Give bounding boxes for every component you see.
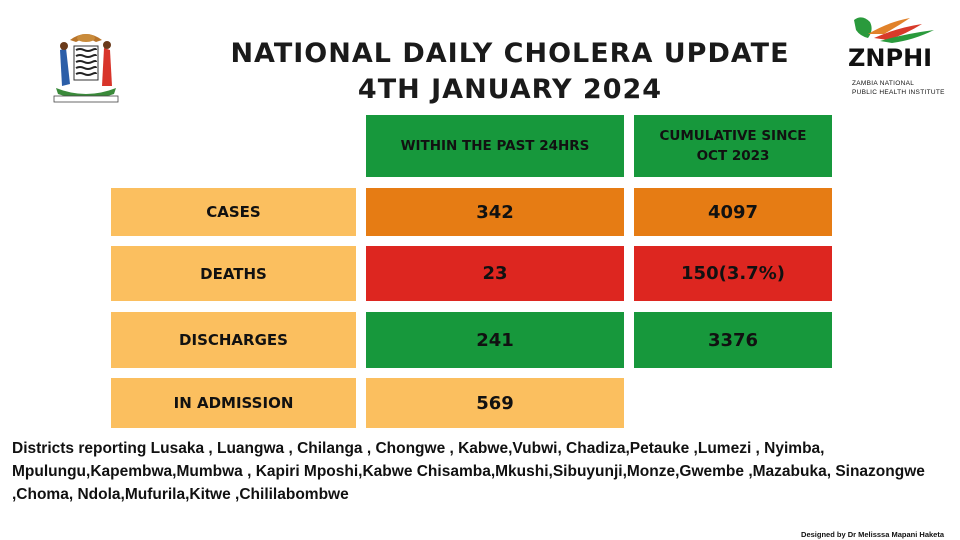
logo-subtitle-line1: ZAMBIA NATIONAL xyxy=(852,80,915,87)
logo-name: ZNPHI xyxy=(848,44,933,72)
discharges-past-24hrs: 241 xyxy=(366,312,624,368)
deaths-cumulative: 150(3.7%) xyxy=(634,246,832,301)
row-label-deaths: DEATHS xyxy=(111,246,356,301)
coat-of-arms-icon xyxy=(53,34,119,103)
znphi-bird-logo-icon xyxy=(854,17,934,43)
page-date: 4TH JANUARY 2024 xyxy=(357,74,663,105)
row-label-cases: CASES xyxy=(111,188,356,236)
designer-credit: Designed by Dr Melisssa Mapani Haketa xyxy=(801,530,944,539)
deaths-past-24hrs: 23 xyxy=(366,246,624,301)
logo-subtitle-line2: PUBLIC HEALTH INSTITUTE xyxy=(852,89,945,96)
discharges-cumulative: 3376 xyxy=(634,312,832,368)
in-admission-past-24hrs: 569 xyxy=(366,378,624,428)
row-label-discharges: DISCHARGES xyxy=(111,312,356,368)
column-header-past-24hrs: WITHIN THE PAST 24HRS xyxy=(366,115,624,177)
cases-cumulative: 4097 xyxy=(634,188,832,236)
column-header-cumulative: CUMULATIVE SINCE OCT 2023 xyxy=(634,115,832,177)
row-label-in-admission: IN ADMISSION xyxy=(111,378,356,428)
cases-past-24hrs: 342 xyxy=(366,188,624,236)
districts-reporting: Districts reporting Lusaka , Luangwa , C… xyxy=(12,440,925,503)
page-title: NATIONAL DAILY CHOLERA UPDATE xyxy=(230,38,790,69)
